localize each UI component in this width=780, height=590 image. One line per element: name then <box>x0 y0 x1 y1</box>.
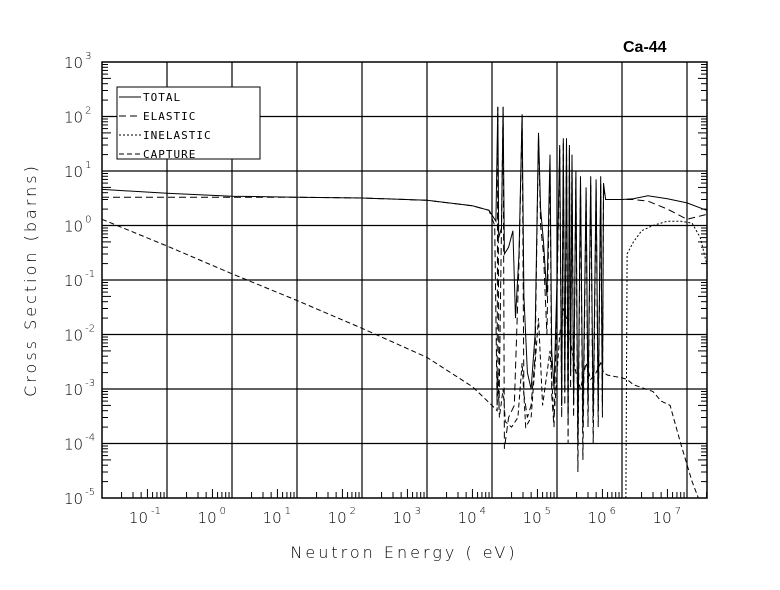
legend-label: TOTAL <box>143 91 181 104</box>
x-tick-label: 10 5 <box>523 506 551 527</box>
y-tick-exponent: -3 <box>85 378 95 389</box>
x-tick-exponent: 4 <box>480 506 486 517</box>
y-tick-exponent: -2 <box>85 324 95 335</box>
y-tick-label: 10 -3 <box>64 378 95 399</box>
x-tick-exponent: 6 <box>610 506 616 517</box>
legend-label: ELASTIC <box>143 110 196 123</box>
x-tick-label: 10 0 <box>198 506 226 527</box>
x-tick-exponent: -1 <box>151 506 161 517</box>
y-axis-label: Cross Section (barns) <box>21 163 40 397</box>
y-tick-label: 10 1 <box>64 160 91 181</box>
series-inelastic <box>625 220 707 498</box>
grid <box>102 62 707 498</box>
y-tick-label: 10 -5 <box>64 487 95 508</box>
x-tick-exponent: 1 <box>285 506 291 517</box>
y-tick-label: 10 -4 <box>64 433 95 454</box>
legend-label: INELASTIC <box>143 129 212 142</box>
x-tick-label: 10 2 <box>328 506 356 527</box>
y-tick-label: 10 -2 <box>64 324 95 345</box>
x-axis-label: Neutron Energy ( eV) <box>290 543 517 562</box>
x-tick-exponent: 3 <box>415 506 421 517</box>
x-tick-label: 10 -1 <box>129 506 161 527</box>
y-tick-exponent: 3 <box>85 51 91 62</box>
chart-title: Ca-44 <box>623 39 667 56</box>
y-tick-exponent: -5 <box>85 487 95 498</box>
x-tick-exponent: 2 <box>350 506 356 517</box>
curves <box>102 106 707 498</box>
x-tick-exponent: 5 <box>545 506 551 517</box>
x-tick-label: 10 3 <box>393 506 421 527</box>
x-tick-exponent: 7 <box>675 506 681 517</box>
x-tick-exponent: 0 <box>220 506 226 517</box>
y-tick-exponent: -4 <box>85 433 95 444</box>
y-tick-label: 10 0 <box>64 215 91 236</box>
x-tick-label: 10 6 <box>588 506 616 527</box>
y-tick-exponent: 0 <box>85 215 91 226</box>
legend-box <box>116 86 261 160</box>
series-elastic <box>102 106 707 473</box>
y-tick-exponent: 1 <box>85 160 91 171</box>
legend: TOTAL ELASTIC INELASTIC CAPTURE <box>116 86 261 161</box>
y-tick-exponent: 2 <box>85 106 91 117</box>
x-tick-label: 10 4 <box>458 506 486 527</box>
x-tick-label: 10 1 <box>263 506 291 527</box>
y-tick-label: 10 3 <box>64 51 91 72</box>
y-tick-label: 10 -1 <box>64 269 95 290</box>
x-tick-label: 10 7 <box>653 506 681 527</box>
minor-ticks <box>102 63 708 498</box>
y-tick-label: 10 2 <box>64 106 91 127</box>
legend-label: CAPTURE <box>143 148 196 161</box>
x-tick-labels: 10 -1 10 0 10 1 10 2 10 3 10 4 10 5 10 6 10 7 <box>129 506 681 527</box>
plot-frame <box>101 61 708 499</box>
series-capture <box>102 218 699 498</box>
y-tick-exponent: -1 <box>85 269 95 280</box>
